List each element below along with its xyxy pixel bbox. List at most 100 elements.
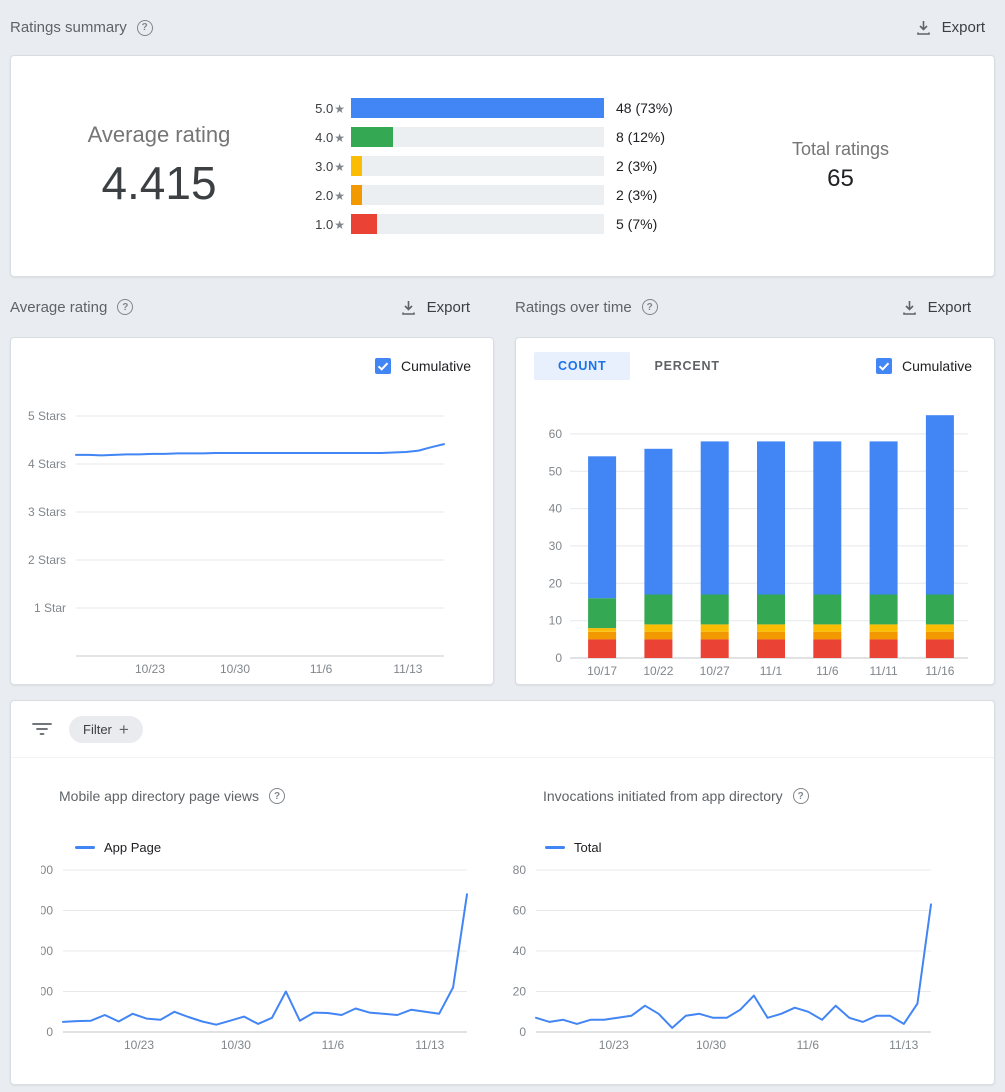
rating-bar-fill <box>351 214 378 234</box>
tab-percent[interactable]: PERCENT <box>654 359 720 373</box>
rating-count-label: 5 (7%) <box>616 216 658 232</box>
filter-bar: Filter + <box>11 701 994 758</box>
checkbox-checked-icon <box>374 358 391 374</box>
svg-text:4 Stars: 4 Stars <box>28 457 66 471</box>
checkbox-checked-icon <box>875 358 892 374</box>
app-page-views-block: Mobile app directory page views ? App Pa… <box>41 758 511 1062</box>
legend-label: Total <box>574 840 602 855</box>
svg-text:0: 0 <box>519 1025 526 1039</box>
cumulative-label: Cumulative <box>400 358 471 374</box>
svg-text:300: 300 <box>41 904 53 918</box>
cumulative-checkbox[interactable]: Cumulative <box>374 358 471 374</box>
svg-text:400: 400 <box>41 863 53 877</box>
export-button[interactable]: Export <box>400 299 470 316</box>
svg-text:0: 0 <box>46 1025 53 1039</box>
export-label: Export <box>941 19 985 36</box>
svg-text:100: 100 <box>41 985 53 999</box>
cumulative-label: Cumulative <box>901 358 972 374</box>
rating-distribution-row: 5.0★ 48 (73%) <box>307 98 687 118</box>
svg-text:10/23: 10/23 <box>135 662 165 676</box>
ratings-over-time-chart-title: Ratings over time <box>515 298 632 316</box>
svg-text:11/6: 11/6 <box>816 664 839 678</box>
rating-bar-track <box>351 185 604 205</box>
svg-text:11/11: 11/11 <box>869 664 898 678</box>
count-percent-tabs: COUNT PERCENT <box>534 352 744 380</box>
help-icon[interactable]: ? <box>792 788 809 804</box>
legend-label: App Page <box>104 840 162 855</box>
svg-text:0: 0 <box>555 651 562 665</box>
total-ratings-label: Total ratings <box>791 139 890 159</box>
total-ratings-block: Total ratings 65 <box>687 139 994 193</box>
invocations-title: Invocations initiated from app directory <box>543 788 783 804</box>
legend-line-swatch <box>545 846 565 849</box>
filter-chip-label: Filter <box>83 721 112 737</box>
middle-charts-row: Cumulative 5 Stars 4 Stars 3 Stars 2 Stars 1… <box>10 337 995 685</box>
average-rating-value: 4.415 <box>101 157 217 209</box>
rating-count-label: 8 (12%) <box>616 129 666 145</box>
filter-list-icon[interactable] <box>31 722 53 736</box>
svg-text:1 Star: 1 Star <box>34 601 66 615</box>
average-rating-chart-title: Average rating <box>10 298 108 316</box>
help-icon[interactable]: ? <box>136 19 153 36</box>
filter-chip[interactable]: Filter + <box>69 715 143 743</box>
app-page-views-line-chart: 0 100 200 300 400 10/23 10/30 11/6 11/13 <box>41 863 468 1052</box>
invocations-line-chart: 0 20 40 60 80 10/23 10/30 11/6 11/13 <box>513 863 932 1052</box>
help-icon[interactable]: ? <box>269 788 285 804</box>
average-rating-chart-card: Cumulative 5 Stars 4 Stars 3 Stars 2 Stars 1… <box>10 337 494 685</box>
export-button[interactable]: Export <box>915 19 985 36</box>
help-icon[interactable]: ? <box>117 299 134 315</box>
svg-text:5 Stars: 5 Stars <box>28 409 66 423</box>
plus-icon: + <box>118 719 129 739</box>
svg-text:10/30: 10/30 <box>221 1038 251 1052</box>
ratings-over-time-chart-card: COUNT PERCENT Cumulative 0 10 20 30 40 50 60 10… <box>515 337 995 685</box>
svg-text:11/13: 11/13 <box>889 1038 918 1052</box>
svg-text:40: 40 <box>549 502 563 516</box>
total-legend: Total <box>511 840 981 855</box>
star-icon: ★ <box>334 101 345 116</box>
svg-text:10/30: 10/30 <box>696 1038 726 1052</box>
directory-stats-card: Filter + Mobile app directory page views… <box>10 700 995 1085</box>
rating-bar-track <box>351 98 604 118</box>
rating-distribution-row: 4.0★ 8 (12%) <box>307 127 687 147</box>
svg-text:11/16: 11/16 <box>925 664 954 678</box>
svg-text:11/6: 11/6 <box>310 662 333 676</box>
rating-bar-fill <box>351 156 362 176</box>
rating-bar-fill <box>351 127 394 147</box>
svg-text:10/30: 10/30 <box>220 662 250 676</box>
total-ratings-value: 65 <box>827 165 854 192</box>
app-page-legend: App Page <box>41 840 511 855</box>
svg-text:20: 20 <box>513 985 527 999</box>
rating-distribution-row: 3.0★ 2 (3%) <box>307 156 687 176</box>
legend-line-swatch <box>75 846 95 849</box>
svg-text:30: 30 <box>549 539 563 553</box>
export-label: Export <box>426 298 470 316</box>
invocations-block: Invocations initiated from app directory… <box>511 758 981 1062</box>
rating-bar-fill <box>351 98 604 118</box>
svg-text:10/23: 10/23 <box>124 1038 154 1052</box>
star-icon: ★ <box>334 130 345 145</box>
help-icon[interactable]: ? <box>641 299 658 315</box>
average-rating-line-chart: 5 Stars 4 Stars 3 Stars 2 Stars 1 Star 10/23 1… <box>28 409 445 676</box>
svg-text:60: 60 <box>513 904 527 918</box>
ratings-over-time-header: Ratings over time ? Export <box>515 299 995 316</box>
rating-bar-track <box>351 156 604 176</box>
rating-bar-fill <box>351 185 362 205</box>
cumulative-checkbox[interactable]: Cumulative <box>875 358 972 374</box>
tab-count[interactable]: COUNT <box>534 352 631 380</box>
svg-text:20: 20 <box>549 576 563 590</box>
rating-distribution-row: 2.0★ 2 (3%) <box>307 185 687 205</box>
ratings-over-time-bar-chart: 0 10 20 30 40 50 60 10/17 10/22 10/27 11/1 11/6 11/1… <box>549 415 968 678</box>
export-button[interactable]: Export <box>901 299 971 316</box>
rating-bar-track <box>351 214 604 234</box>
bottom-charts-row: Mobile app directory page views ? App Pa… <box>11 758 994 1062</box>
star-level-label: 1.0★ <box>315 216 345 232</box>
svg-text:80: 80 <box>513 863 527 877</box>
svg-text:10/17: 10/17 <box>587 664 617 678</box>
svg-text:2 Stars: 2 Stars <box>28 553 66 567</box>
download-icon <box>916 21 930 35</box>
rating-count-label: 48 (73%) <box>616 100 673 116</box>
svg-text:40: 40 <box>513 944 527 958</box>
star-level-label: 3.0★ <box>315 158 345 174</box>
average-rating-block: Average rating 4.415 <box>11 122 307 210</box>
ratings-summary-card: Average rating 4.415 5.0★ 48 (73%) 4.0★ 8 (… <box>10 55 995 277</box>
